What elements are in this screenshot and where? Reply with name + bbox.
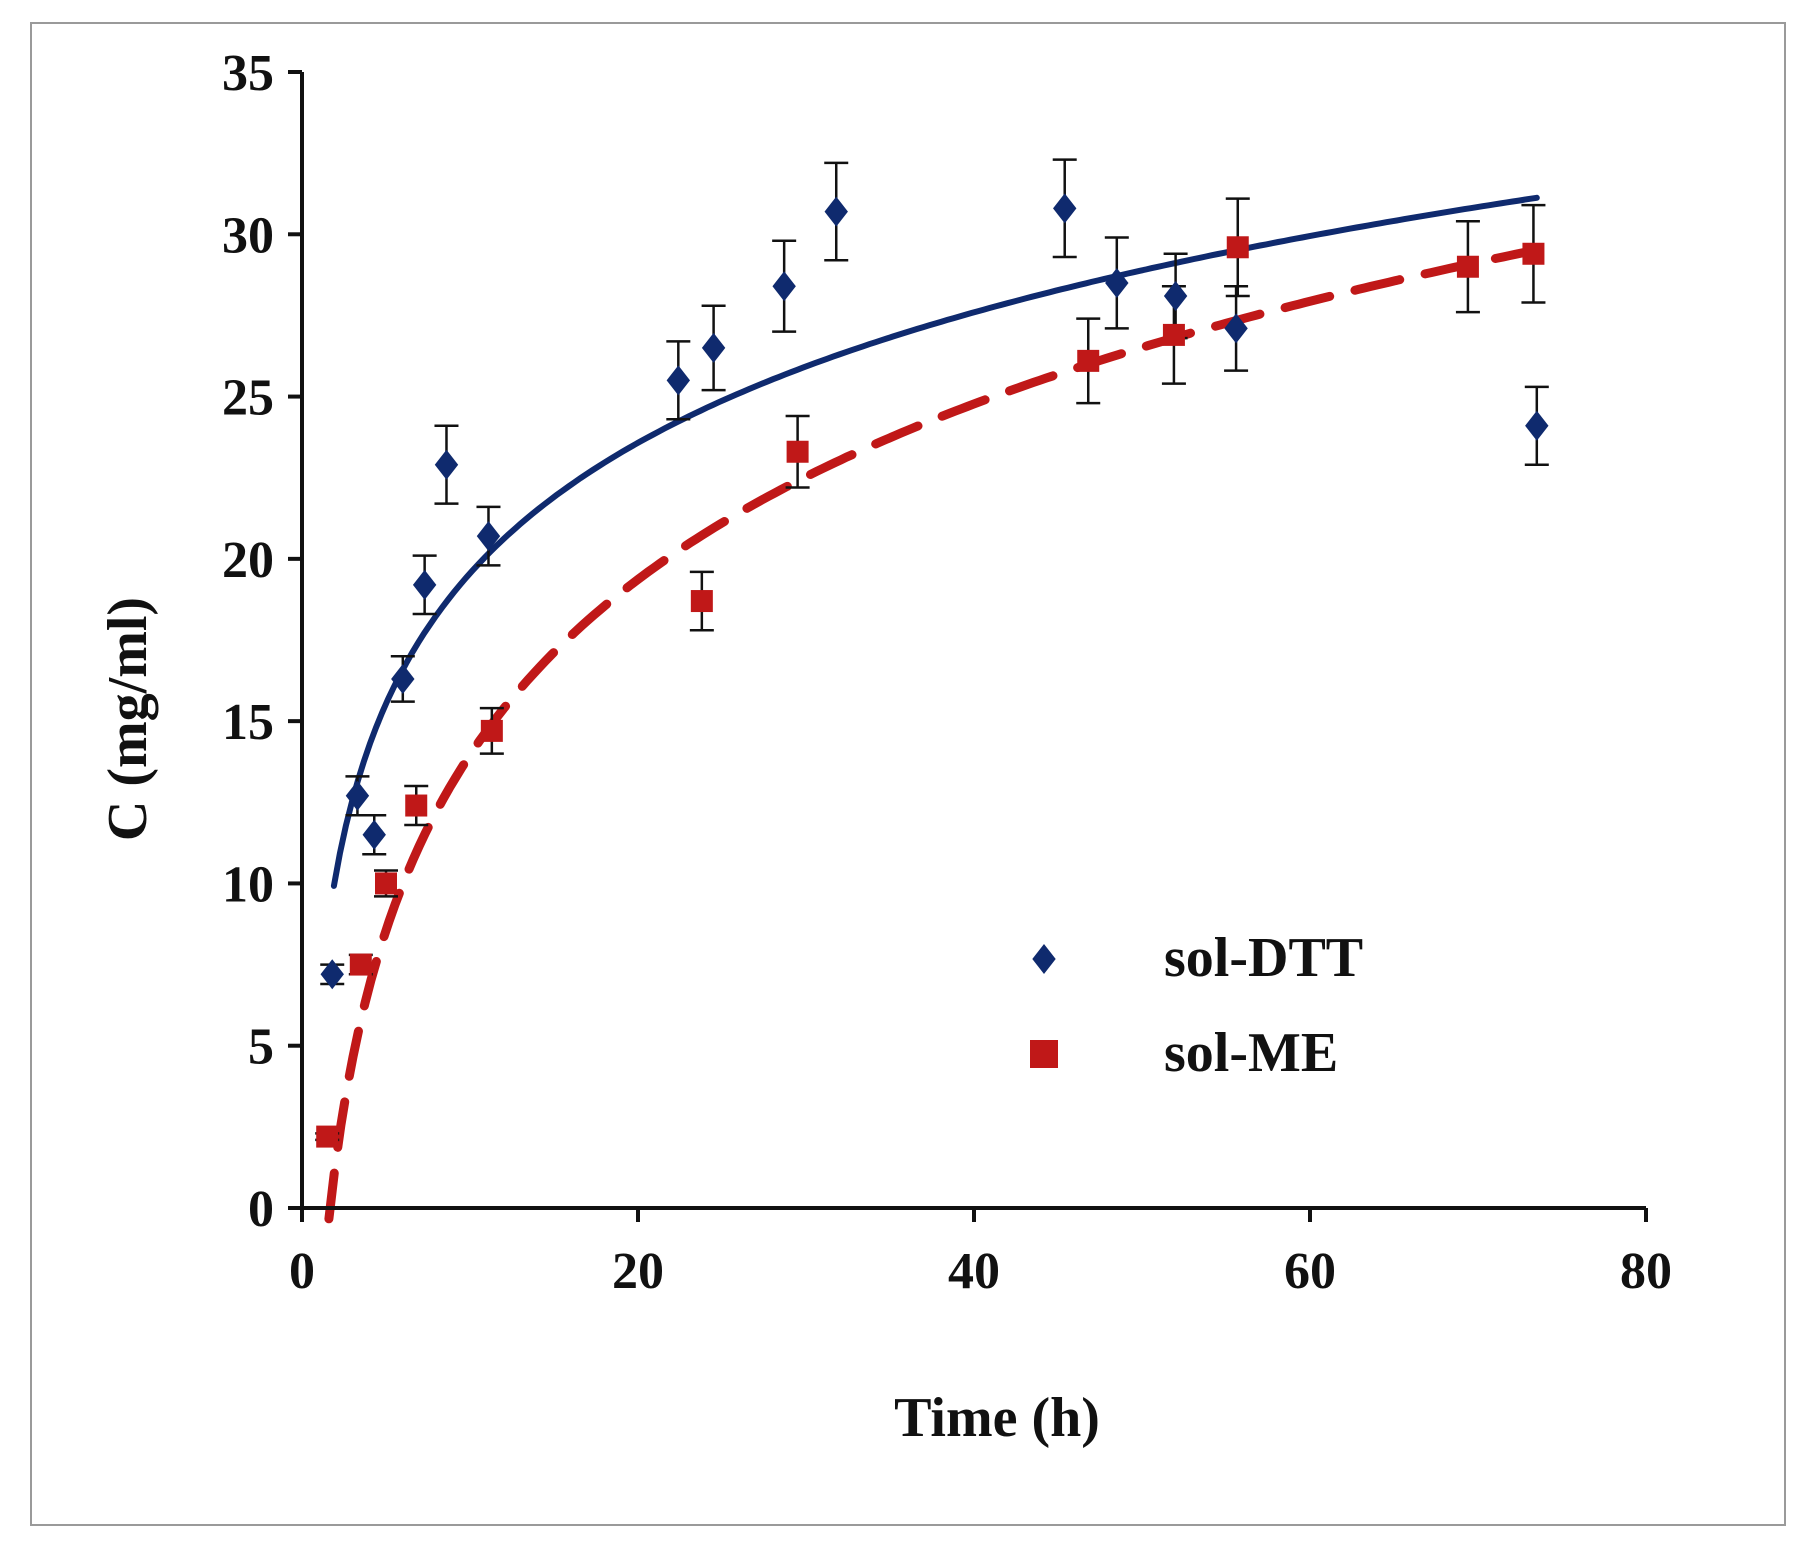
data-point-sol-dtt [434, 449, 459, 480]
y-tick-label: 15 [222, 694, 274, 751]
axis-ticks: 0 5 10 15 20 25 30 35 0 20 40 60 80 [222, 45, 1672, 1300]
data-point-sol-dtt [666, 365, 691, 396]
data-point-sol-me [405, 794, 428, 817]
data-point-sol-dtt [1105, 267, 1129, 298]
data-point-sol-dtt [824, 196, 848, 227]
data-point-sol-dtt [320, 959, 344, 990]
data-point-sol-me [1226, 236, 1249, 259]
data-point-sol-me [1456, 255, 1479, 278]
data-point-sol-dtt [345, 780, 370, 811]
data-point-sol-dtt [476, 521, 501, 552]
data-point-sol-me [375, 872, 397, 895]
fit-curve-sol-me [324, 246, 1538, 1224]
data-point-sol-me [480, 719, 503, 742]
legend-label-sol-me: sol-ME [1164, 1022, 1338, 1084]
y-axis-title: C (mg/ml) [97, 597, 159, 841]
data-point-sol-me [316, 1125, 339, 1148]
data-point-sol-dtt [1224, 313, 1248, 344]
data-point-sol-dtt [1525, 410, 1549, 441]
legend-marker-sol-dtt [1032, 944, 1056, 974]
data-point-sol-dtt [362, 819, 386, 850]
fit-curves [324, 194, 1540, 1224]
y-tick-label: 5 [248, 1019, 274, 1076]
data-point-sol-me [349, 953, 372, 976]
y-tick-label: 20 [222, 532, 274, 589]
data-point-sol-me [786, 440, 809, 463]
data-point-sol-me [1162, 323, 1185, 346]
fit-curve-sol-dtt [330, 194, 1540, 889]
data-point-sol-dtt [772, 271, 796, 302]
x-tick-label: 80 [1620, 1243, 1672, 1300]
data-point-sol-me [1077, 349, 1100, 372]
y-tick-label: 0 [248, 1181, 274, 1238]
data-markers [316, 193, 1549, 1148]
data-point-sol-dtt [1053, 193, 1077, 224]
chart-svg: 0 5 10 15 20 25 30 35 0 20 40 60 80 Time (h) C (mg/m… [97, 45, 1672, 1449]
x-tick-label: 60 [1284, 1243, 1336, 1300]
x-axis-title: Time (h) [894, 1387, 1100, 1449]
data-point-sol-me [690, 590, 713, 613]
data-point-sol-dtt [701, 332, 726, 363]
data-point-sol-dtt [1163, 280, 1188, 311]
legend-marker-sol-me [1030, 1040, 1058, 1068]
legend: sol-DTT sol-ME [1030, 927, 1363, 1084]
y-tick-label: 35 [222, 45, 274, 102]
y-tick-label: 30 [222, 207, 274, 264]
data-point-sol-dtt [391, 663, 415, 694]
data-point-sol-dtt [412, 569, 437, 600]
data-point-sol-me [1522, 242, 1545, 265]
x-tick-label: 40 [948, 1243, 1000, 1300]
error-bars [315, 158, 1549, 1142]
chart-frame: 0 5 10 15 20 25 30 35 0 20 40 60 80 Time (h) C (mg/m… [30, 22, 1786, 1526]
x-tick-label: 0 [289, 1243, 315, 1300]
x-tick-label: 20 [612, 1243, 664, 1300]
axes [300, 72, 1646, 1210]
y-tick-label: 25 [222, 370, 274, 427]
legend-label-sol-dtt: sol-DTT [1164, 927, 1363, 989]
y-tick-label: 10 [222, 856, 274, 913]
